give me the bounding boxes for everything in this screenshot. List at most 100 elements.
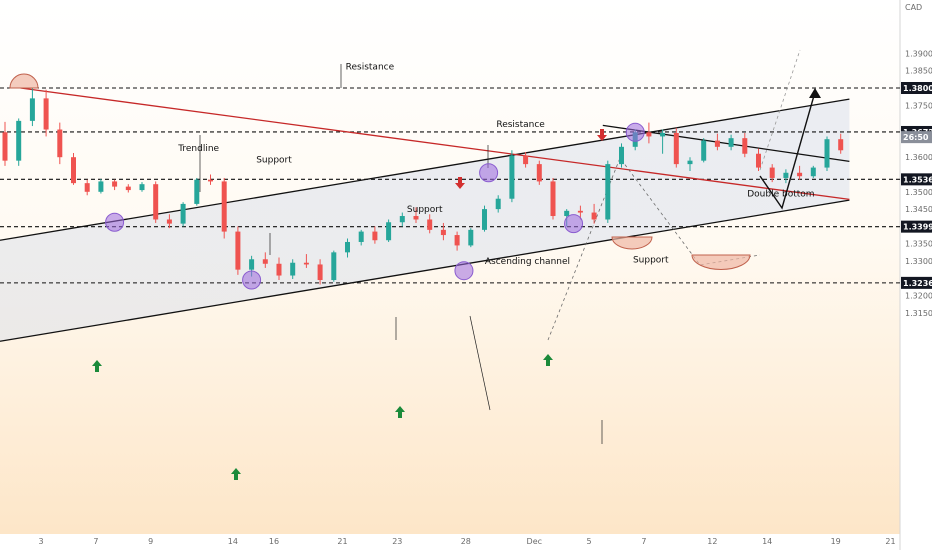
candle[interactable] xyxy=(756,148,761,172)
candle[interactable] xyxy=(386,219,392,242)
candle[interactable] xyxy=(454,231,460,251)
touch-circle-0[interactable] xyxy=(105,212,125,232)
buy-arrow-icon[interactable] xyxy=(395,406,405,418)
candle[interactable] xyxy=(290,259,296,279)
time-tick-label: 16 xyxy=(269,537,279,546)
candle[interactable] xyxy=(139,182,145,192)
touch-circle-5[interactable] xyxy=(625,122,645,142)
candle[interactable] xyxy=(468,228,474,248)
candle[interactable] xyxy=(440,222,446,241)
candle[interactable] xyxy=(660,129,666,154)
candle[interactable] xyxy=(728,134,734,151)
sell-arrow-icon[interactable] xyxy=(455,177,465,189)
touch-circle-2[interactable] xyxy=(242,270,262,290)
candle-body xyxy=(550,181,556,217)
candle-body xyxy=(495,198,501,210)
candle[interactable] xyxy=(673,127,679,168)
candle[interactable] xyxy=(824,136,830,172)
top-arc-marker[interactable] xyxy=(9,73,39,89)
candle[interactable] xyxy=(372,226,378,244)
candle-body xyxy=(57,129,63,158)
candle-body xyxy=(208,179,213,182)
buy-arrow-icon[interactable] xyxy=(92,360,102,372)
candle[interactable] xyxy=(345,238,350,258)
candle[interactable] xyxy=(550,177,556,220)
candle[interactable] xyxy=(71,153,76,185)
candle[interactable] xyxy=(783,169,789,184)
touch-circle-1[interactable] xyxy=(454,261,474,281)
candle[interactable] xyxy=(413,207,419,223)
candle[interactable] xyxy=(2,121,8,166)
buy-arrow-icon[interactable] xyxy=(231,468,241,480)
time-tick-label: 28 xyxy=(461,537,471,546)
candle[interactable] xyxy=(125,184,131,193)
candle[interactable] xyxy=(331,250,337,282)
candle[interactable] xyxy=(742,132,748,158)
candle[interactable] xyxy=(276,257,282,281)
descending-trendline[interactable] xyxy=(20,87,850,201)
candle[interactable] xyxy=(262,252,268,268)
candle[interactable] xyxy=(235,226,241,275)
candle[interactable] xyxy=(810,165,816,178)
candle[interactable] xyxy=(166,214,172,229)
candle[interactable] xyxy=(57,122,63,165)
candle[interactable] xyxy=(687,157,693,172)
candle-body xyxy=(468,229,474,246)
candle[interactable] xyxy=(605,160,611,223)
candle[interactable] xyxy=(358,229,364,246)
candle[interactable] xyxy=(714,133,720,151)
forecast-path[interactable] xyxy=(759,91,816,210)
candle[interactable] xyxy=(29,88,35,127)
candle-body xyxy=(235,231,241,270)
buy-arrow-icon[interactable] xyxy=(543,354,553,366)
level-badge-label-4: 1.32368 xyxy=(903,279,932,288)
candle[interactable] xyxy=(427,214,433,234)
candle[interactable] xyxy=(536,160,542,185)
forecast-arrowhead-icon xyxy=(809,88,821,98)
candle[interactable] xyxy=(98,178,104,194)
candle-body xyxy=(112,181,118,187)
candle[interactable] xyxy=(43,89,49,137)
candle[interactable] xyxy=(701,138,707,163)
current-price-badge-label: 26:50 xyxy=(903,133,929,142)
level-badge-4 xyxy=(901,276,932,289)
touch-circle-3[interactable] xyxy=(479,163,499,183)
candle[interactable] xyxy=(495,195,501,213)
candle[interactable] xyxy=(303,254,309,268)
touch-circle-4[interactable] xyxy=(564,214,584,234)
candle[interactable] xyxy=(16,118,22,166)
price-tick-label: 1.39000 xyxy=(905,49,932,58)
candle[interactable] xyxy=(180,202,186,227)
candle[interactable] xyxy=(84,179,90,196)
candle[interactable] xyxy=(153,181,159,223)
double-bottom-arc-left[interactable] xyxy=(611,236,653,250)
time-tick-label: 14 xyxy=(762,537,772,546)
candle-body xyxy=(125,186,131,191)
candle[interactable] xyxy=(769,164,775,183)
candle-body xyxy=(194,179,200,204)
candle[interactable] xyxy=(112,179,118,191)
candle[interactable] xyxy=(194,177,200,206)
candle[interactable] xyxy=(646,122,652,144)
channel-lower-line[interactable] xyxy=(0,199,850,342)
channel-upper-line[interactable] xyxy=(0,98,850,241)
candle[interactable] xyxy=(208,174,213,185)
candle[interactable] xyxy=(221,177,227,239)
time-tick-label: 5 xyxy=(587,537,592,546)
price-tick-label: 1.33500 xyxy=(905,240,932,249)
candle[interactable] xyxy=(317,259,323,285)
candle[interactable] xyxy=(591,203,597,224)
candle-body xyxy=(276,263,282,276)
double-bottom-arc-right[interactable] xyxy=(691,254,751,270)
sell-arrow-icon[interactable] xyxy=(597,129,607,141)
candle[interactable] xyxy=(523,152,529,168)
candle-body xyxy=(687,160,693,165)
candle[interactable] xyxy=(797,165,803,180)
candle-body xyxy=(509,155,515,199)
projection-dashed-path[interactable] xyxy=(547,157,761,341)
candle[interactable] xyxy=(509,150,515,203)
candle[interactable] xyxy=(482,205,487,232)
candle[interactable] xyxy=(399,212,405,227)
candle[interactable] xyxy=(838,133,844,154)
candle[interactable] xyxy=(619,143,624,168)
